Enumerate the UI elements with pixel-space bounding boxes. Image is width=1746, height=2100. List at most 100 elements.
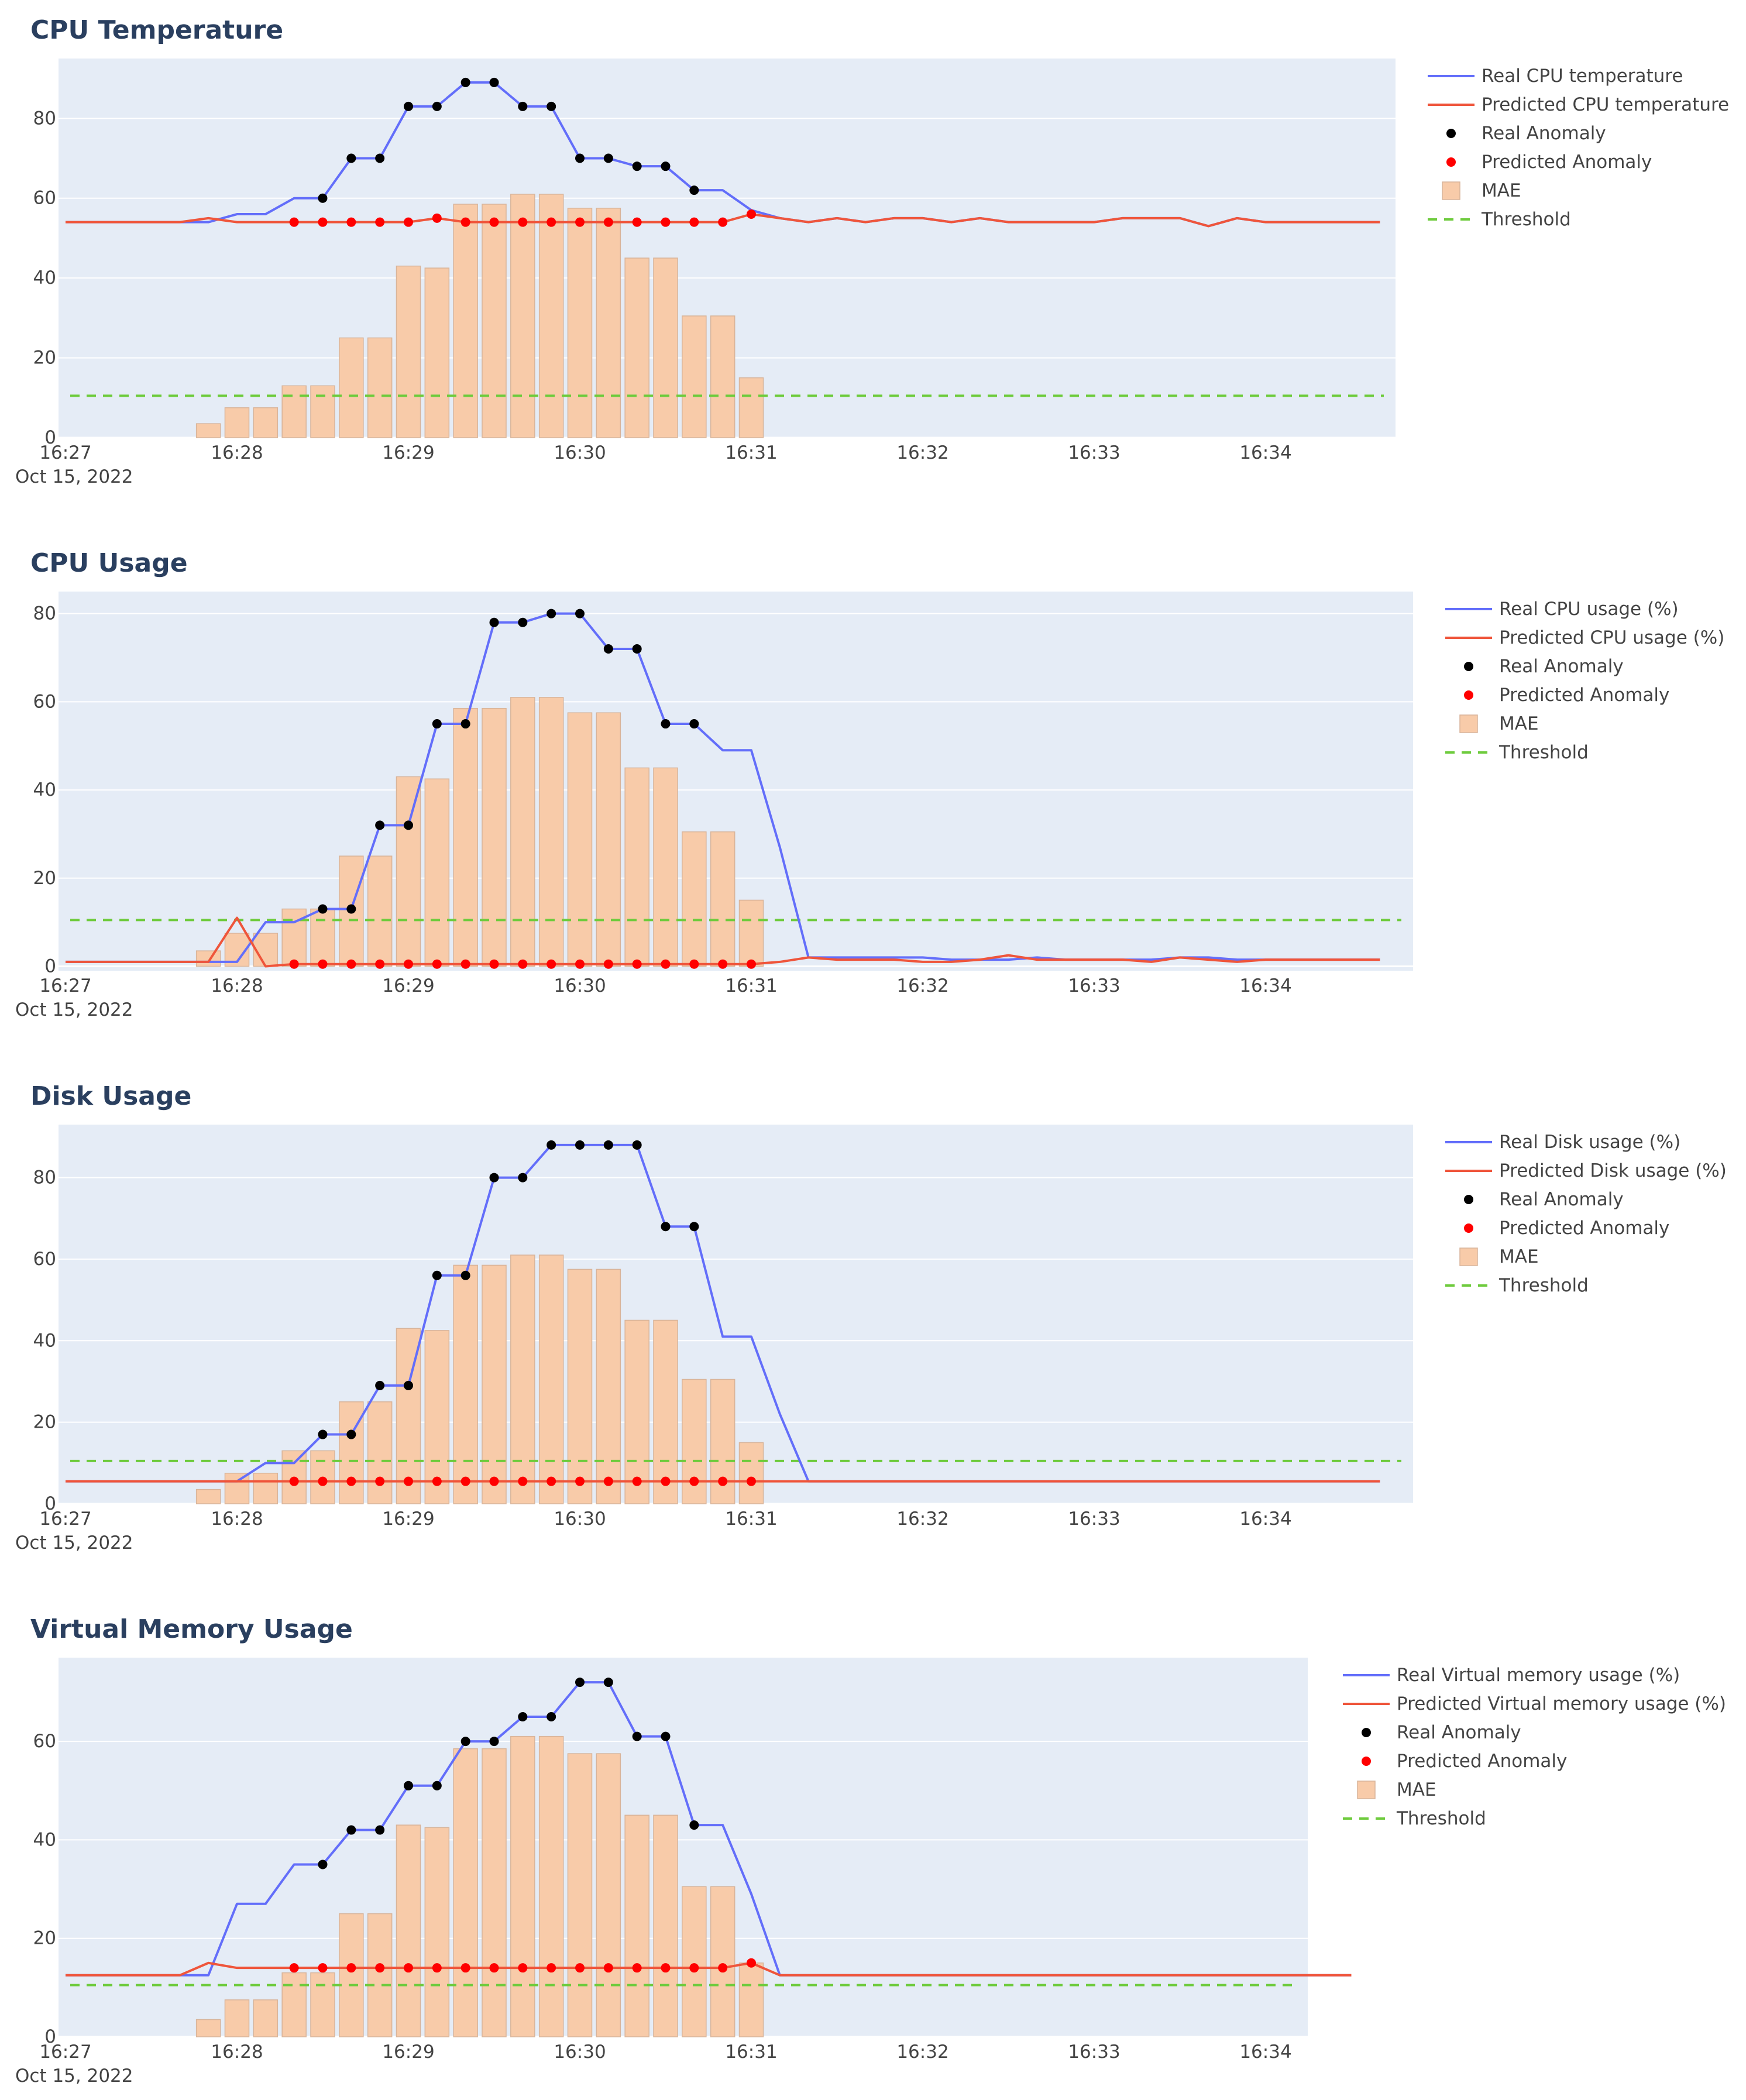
real-anomaly-point [460, 719, 470, 729]
legend-label: Real Anomaly [1482, 123, 1606, 144]
legend-item[interactable]: Threshold [1343, 1808, 1486, 1829]
legend-item[interactable]: Predicted Virtual memory usage (%) [1343, 1693, 1726, 1714]
mae-bars [195, 697, 764, 967]
mae-bar [510, 1254, 535, 1504]
predicted-anomaly-points [289, 1476, 756, 1486]
real-anomaly-point [404, 1380, 413, 1390]
real-anomaly-point [547, 1711, 556, 1721]
predicted-anomaly-point [489, 1963, 499, 1973]
legend-item[interactable]: Real CPU usage (%) [1445, 599, 1679, 620]
predicted-anomaly-point [404, 1476, 413, 1486]
predicted-anomaly-point [518, 959, 528, 969]
legend-item[interactable]: Real Anomaly [1464, 1189, 1624, 1210]
predicted-anomaly-point [603, 217, 613, 227]
real-anomaly-point [547, 609, 556, 618]
legend-item[interactable]: Threshold [1445, 742, 1589, 763]
mae-bar [567, 712, 593, 967]
legend-label: Predicted Anomaly [1482, 152, 1652, 173]
legend-item[interactable]: MAE [1459, 713, 1539, 734]
mae-bar [682, 1886, 707, 2037]
mae-bar [281, 385, 307, 438]
x-tick-label: 16:27 [39, 2041, 91, 2063]
legend-item[interactable]: Threshold [1445, 1275, 1589, 1296]
legend-swatch-mae [1459, 1247, 1478, 1266]
mae-bar [424, 1827, 450, 2037]
legend-item[interactable]: MAE [1459, 1246, 1539, 1267]
predicted-anomaly-point [689, 1963, 699, 1973]
legend-item[interactable]: Threshold [1428, 209, 1571, 230]
mae-bar [653, 257, 678, 438]
predicted-anomaly-point [460, 217, 470, 227]
x-tick-label: 16:30 [554, 2041, 606, 2063]
real-anomaly-point [432, 719, 442, 729]
legend-item[interactable]: MAE [1357, 1779, 1436, 1800]
mae-bar [224, 1472, 250, 1504]
legend-item[interactable]: Predicted CPU usage (%) [1445, 627, 1724, 648]
legend: Real CPU usage (%) Predicted CPU usage (%… [1445, 599, 1724, 763]
legend-item[interactable]: Predicted CPU temperature [1428, 94, 1729, 115]
predicted-anomaly-point [432, 1963, 442, 1973]
mae-bar [224, 1999, 250, 2037]
y-tick-label: 20 [33, 348, 56, 369]
predicted-anomaly-point [747, 1476, 756, 1486]
legend-item[interactable]: Predicted Disk usage (%) [1445, 1160, 1727, 1181]
mae-bar [482, 1264, 507, 1504]
y-tick-label: 80 [33, 108, 56, 129]
mae-bar [710, 1886, 735, 2037]
legend-item[interactable]: Real Anomaly [1464, 656, 1624, 677]
legend-item[interactable]: Predicted Anomaly [1464, 1218, 1669, 1239]
predicted-anomaly-point [632, 959, 642, 969]
chart-title: CPU Usage [30, 548, 188, 578]
predicted-anomaly-point [460, 1963, 470, 1973]
legend-item[interactable]: Real CPU temperature [1428, 66, 1683, 87]
mae-bar [253, 407, 279, 438]
x-tick-label: 16:34 [1239, 2041, 1291, 2063]
predicted-anomaly-point [632, 1476, 642, 1486]
real-anomaly-point [689, 185, 699, 195]
x-tick-label: 16:31 [725, 975, 777, 996]
predicted-anomaly-point [375, 217, 385, 227]
legend-item[interactable]: Real Anomaly [1362, 1722, 1521, 1743]
y-tick-label: 40 [33, 1829, 56, 1850]
legend-item[interactable]: Predicted Anomaly [1464, 685, 1669, 706]
real-anomaly-point [518, 1711, 528, 1721]
legend-swatch-predicted-anomaly [1446, 157, 1456, 167]
mae-bar [453, 1748, 478, 2037]
predicted-anomaly-point [661, 959, 671, 969]
predicted-anomaly-point [518, 217, 528, 227]
mae-bar [396, 776, 421, 967]
real-anomaly-point [632, 1140, 642, 1150]
real-anomaly-point [603, 1678, 613, 1687]
predicted-anomaly-point [375, 1963, 385, 1973]
real-anomaly-point [346, 1429, 356, 1439]
legend-label: Real Disk usage (%) [1499, 1132, 1680, 1153]
x-tick-label: 16:30 [554, 442, 606, 463]
mae-bar [738, 899, 764, 967]
predicted-anomaly-point [575, 959, 585, 969]
predicted-anomaly-point [547, 1476, 556, 1486]
legend-item[interactable]: Predicted Anomaly [1362, 1751, 1567, 1772]
legend-item[interactable]: MAE [1442, 180, 1521, 201]
y-tick-label: 40 [33, 267, 56, 288]
mae-bar [624, 1319, 649, 1504]
legend-item[interactable]: Real Virtual memory usage (%) [1343, 1665, 1680, 1686]
legend-item[interactable]: Real Anomaly [1446, 123, 1606, 144]
legend-label: Predicted CPU temperature [1482, 94, 1729, 115]
real-series-line [66, 612, 1380, 963]
mae-bar [710, 831, 735, 967]
real-anomaly-point [489, 1737, 499, 1747]
y-tick-label: 80 [33, 1167, 56, 1188]
real-anomaly-point [489, 1173, 499, 1183]
real-anomaly-point [575, 1678, 585, 1687]
real-anomaly-point [318, 193, 328, 203]
x-tick-label: 16:29 [382, 975, 434, 996]
legend-item[interactable]: Predicted Anomaly [1446, 152, 1652, 173]
predicted-anomaly-point [575, 1963, 585, 1973]
predicted-anomaly-point [432, 213, 442, 223]
legend-item[interactable]: Real Disk usage (%) [1445, 1132, 1680, 1153]
legend-swatch-real-anomaly [1464, 1195, 1473, 1204]
x-tick-label: 16:33 [1068, 2041, 1120, 2063]
real-anomaly-point [318, 1860, 328, 1869]
mae-bar [195, 1489, 221, 1504]
legend-label: Real CPU temperature [1482, 66, 1683, 87]
